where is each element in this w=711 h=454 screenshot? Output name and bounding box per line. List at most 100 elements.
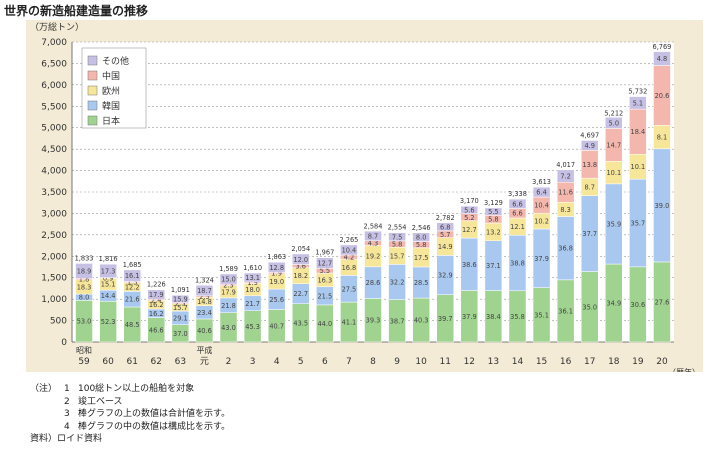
segment-label: 35.9 — [606, 220, 621, 228]
segment-label: 38.8 — [510, 260, 525, 268]
bar-segment — [267, 261, 286, 273]
bar-segment — [412, 232, 430, 242]
bar-segment — [99, 263, 117, 278]
segment-label: 10.2 — [534, 218, 549, 226]
segment-label: 14.9 — [438, 243, 453, 251]
segment-label: 16.8 — [342, 264, 357, 272]
total-label: 2,054 — [291, 245, 310, 253]
bar-segment — [75, 263, 93, 279]
segment-label: 6.6 — [512, 200, 523, 208]
bar-segment — [580, 140, 599, 151]
segment-label: 53.0 — [77, 318, 92, 326]
segment-label: 8.7 — [368, 232, 379, 240]
segment-label: 10.4 — [342, 246, 357, 254]
segment-label: 15.9 — [173, 295, 188, 303]
total-label: 1,967 — [315, 249, 334, 257]
segment-label: 38.7 — [390, 317, 405, 325]
total-label: 3,129 — [484, 199, 503, 207]
bar-segment — [243, 272, 262, 283]
total-label: 1,816 — [99, 255, 118, 263]
x-tick-label: 6 — [322, 357, 328, 367]
x-tick-label: 2 — [226, 357, 232, 367]
segment-label: 16.1 — [125, 272, 140, 280]
segment-label: 35.1 — [534, 311, 549, 319]
segment-label: 17.9 — [149, 291, 164, 299]
y-tick-label: 6,000 — [41, 81, 67, 91]
y-tick-label: 2,500 — [41, 231, 67, 241]
segment-label: 8.0 — [416, 234, 427, 242]
total-label: 2,584 — [364, 222, 383, 230]
segment-label: 8.0 — [79, 294, 90, 302]
segment-label: 18.9 — [77, 267, 92, 275]
segment-label: 12.2 — [125, 283, 140, 291]
note-text: 棒グラフの中の数値は構成比を示す。 — [78, 421, 231, 432]
segment-label: 3.6 — [296, 263, 307, 271]
segment-label: 2.4 — [151, 296, 162, 304]
segment-label: 13.8 — [582, 161, 597, 169]
segment-label: 48.5 — [125, 321, 140, 329]
segment-label: 18.2 — [293, 272, 308, 280]
segment-label: 15.7 — [173, 304, 188, 312]
segment-label: 6.8 — [440, 223, 451, 231]
legend-label: 日本 — [102, 115, 120, 127]
segment-label: 6.6 — [512, 210, 523, 218]
bar-segment — [388, 232, 406, 242]
segment-label: 39.0 — [655, 202, 670, 210]
x-tick-label: 13 — [488, 357, 499, 367]
segment-label: 5.5 — [488, 208, 499, 216]
x-tick-label: 12 — [464, 357, 475, 367]
total-label: 6,769 — [653, 43, 672, 51]
x-tick-label: 11 — [440, 357, 451, 367]
segment-label: 40.7 — [269, 322, 284, 330]
segment-label: 36.1 — [558, 307, 573, 315]
segment-label: 12.7 — [462, 226, 477, 234]
bar-segment — [436, 222, 454, 232]
segment-label: 21.7 — [245, 300, 260, 308]
total-label: 1,589 — [219, 265, 238, 273]
bar-segment — [605, 117, 623, 129]
segment-label: 43.0 — [221, 324, 236, 332]
total-label: 1,863 — [267, 253, 286, 261]
y-tick-label: 7,000 — [41, 38, 67, 48]
y-tick-label: 3,500 — [41, 188, 67, 198]
segment-label: 5.2 — [464, 214, 475, 222]
segment-label: 16.2 — [149, 301, 164, 309]
note-number: 1 — [64, 384, 70, 394]
segment-label: 14.7 — [606, 141, 621, 149]
y-tick-label: 4,500 — [41, 145, 67, 155]
segment-label: 22.7 — [293, 290, 308, 298]
segment-label: 38.4 — [486, 313, 501, 321]
segment-label: 10.1 — [606, 169, 621, 177]
segment-label: 5.0 — [609, 119, 620, 127]
segment-label: 2.3 — [175, 300, 186, 308]
segment-label: 30.6 — [631, 301, 646, 309]
segment-label: 18.7 — [197, 287, 212, 295]
y-tick-label: 1,000 — [41, 295, 67, 305]
bar-segment — [316, 257, 334, 269]
total-label: 2,265 — [339, 236, 358, 244]
note-text: 棒グラフの上の数値は合計値を示す。 — [78, 409, 231, 419]
bar-segment — [629, 96, 647, 110]
x-tick-label: 15 — [536, 357, 547, 367]
legend-label: 韓国 — [102, 101, 120, 112]
segment-label: 15.0 — [221, 276, 236, 284]
segment-label: 5.6 — [464, 206, 475, 214]
total-label: 1,833 — [75, 254, 94, 262]
segment-label: 5.1 — [633, 99, 644, 107]
note-row-2: 2 竣工ベース — [30, 396, 230, 409]
segment-label: 2.3 — [223, 281, 234, 289]
bar-segment — [195, 285, 214, 297]
bar-segment — [532, 186, 551, 198]
segment-label: 27.5 — [342, 285, 357, 293]
y-tick-label: 2,000 — [41, 252, 67, 262]
segment-label: 5.8 — [488, 216, 499, 224]
bar-segment — [364, 230, 382, 242]
x-tick-label: 59 — [78, 357, 90, 367]
y-tick-label: 3,000 — [41, 209, 67, 219]
segment-label: 46.6 — [149, 326, 164, 334]
stacked-bar-chart: 0 500 1,000 1,500 2,000 2,500 3,000 3,500 4,000 4… — [30, 21, 700, 372]
segment-label: 15.1 — [101, 281, 116, 289]
segment-label: 39.7 — [438, 315, 453, 323]
x-tick-label: 元 — [200, 357, 209, 367]
source-label: 資料） — [30, 434, 58, 444]
